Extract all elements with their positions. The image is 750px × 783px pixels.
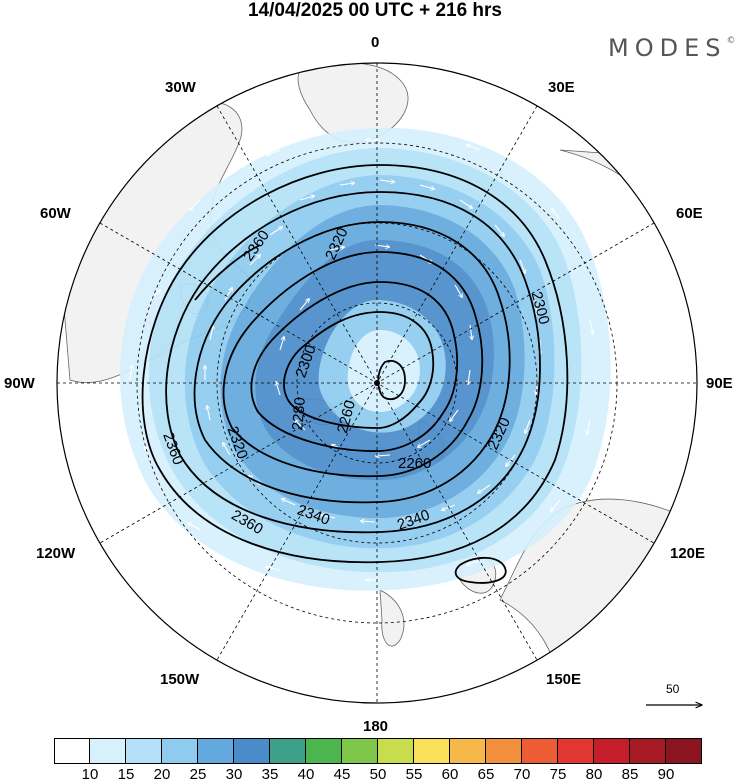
colorbar-swatch [666,738,702,764]
colorbar-swatch [306,738,342,764]
map-title: 14/04/2025 00 UTC + 216 hrs [247,0,503,21]
colorbar-tick-label: 25 [189,766,207,783]
lon-label-150w: 150W [160,671,200,688]
lon-label-90w: 90W [4,375,35,392]
colorbar-tick-label: 50 [369,766,387,783]
north-pole-marker [374,380,380,386]
reference-vector-value: 50 [666,682,680,696]
colorbar-swatch [522,738,558,764]
colorbar-swatch [162,738,198,764]
colorbar-swatch [342,738,378,764]
lon-label-180: 180 [363,718,389,735]
colorbar-swatch [414,738,450,764]
colorbar-tick-label: 35 [261,766,279,783]
lon-label-150e: 150E [546,671,582,688]
colorbar-tick-label: 10 [81,766,99,783]
colorbar-swatch [378,738,414,764]
colorbar-swatch [198,738,234,764]
colorbar-tick-label: 15 [117,766,135,783]
colorbar-tick-label: 80 [585,766,603,783]
colorbar-swatch [54,738,90,764]
brand-text: MODES [608,34,727,62]
colorbar-swatch [558,738,594,764]
brand-logo: MODES© [608,34,735,62]
colorbar-tick-label: 55 [405,766,423,783]
colorbar-tick-label: 75 [549,766,567,783]
colorbar-swatch [90,738,126,764]
map-border [56,62,698,704]
polar-map: 2360 2320 2300 2280 2260 2260 2320 2340 … [56,62,698,704]
reference-arrow-icon [646,682,710,712]
lon-label-90e: 90E [706,375,733,392]
colorbar [54,738,702,764]
map-content [57,63,697,703]
lon-label-120w: 120W [36,545,76,562]
lon-label-30e: 30E [548,79,575,96]
colorbar-tick-label: 20 [153,766,171,783]
contour-label: 2260 [398,455,431,472]
contour-label: 2280 [289,396,309,431]
lon-label-30w: 30W [165,79,196,96]
lon-label-120e: 120E [670,545,706,562]
colorbar-tick-label: 30 [225,766,243,783]
colorbar-swatch [594,738,630,764]
colorbar-tick-label: 45 [333,766,351,783]
copyright-mark: © [726,36,736,46]
lon-label-60e: 60E [676,205,703,222]
colorbar-swatch [486,738,522,764]
colorbar-swatch [630,738,666,764]
colorbar-swatch [450,738,486,764]
colorbar-tick-label: 85 [621,766,639,783]
colorbar-tick-label: 40 [297,766,315,783]
colorbar-tick-label: 70 [513,766,531,783]
colorbar-tick-label: 60 [441,766,459,783]
lon-label-60w: 60W [40,205,71,222]
colorbar-tick-label: 65 [477,766,495,783]
colorbar-tick-label: 90 [657,766,675,783]
colorbar-swatch [234,738,270,764]
reference-vector: 50 [640,682,710,712]
lon-label-0: 0 [371,34,380,51]
colorbar-swatch [126,738,162,764]
colorbar-swatch [270,738,306,764]
